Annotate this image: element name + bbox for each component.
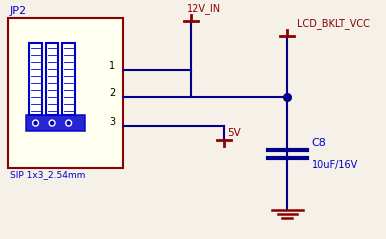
Bar [8, 18, 123, 168]
Text: 10uF/16V: 10uF/16V [312, 160, 358, 169]
Circle shape [49, 120, 55, 126]
Bar [29, 43, 42, 115]
Text: 12V_IN: 12V_IN [187, 3, 221, 14]
Bar [26, 115, 85, 131]
Text: 2: 2 [109, 88, 115, 98]
Text: 1: 1 [109, 61, 115, 71]
Text: LCD_BKLT_VCC: LCD_BKLT_VCC [297, 18, 370, 29]
Circle shape [66, 120, 71, 126]
Text: SIP 1x3_2.54mm: SIP 1x3_2.54mm [10, 170, 85, 179]
Text: C8: C8 [312, 138, 327, 147]
Circle shape [33, 120, 39, 126]
Bar [46, 43, 58, 115]
Text: 3: 3 [109, 117, 115, 127]
Text: JP2: JP2 [10, 6, 27, 16]
Bar [62, 43, 75, 115]
Text: 5V: 5V [227, 128, 240, 138]
